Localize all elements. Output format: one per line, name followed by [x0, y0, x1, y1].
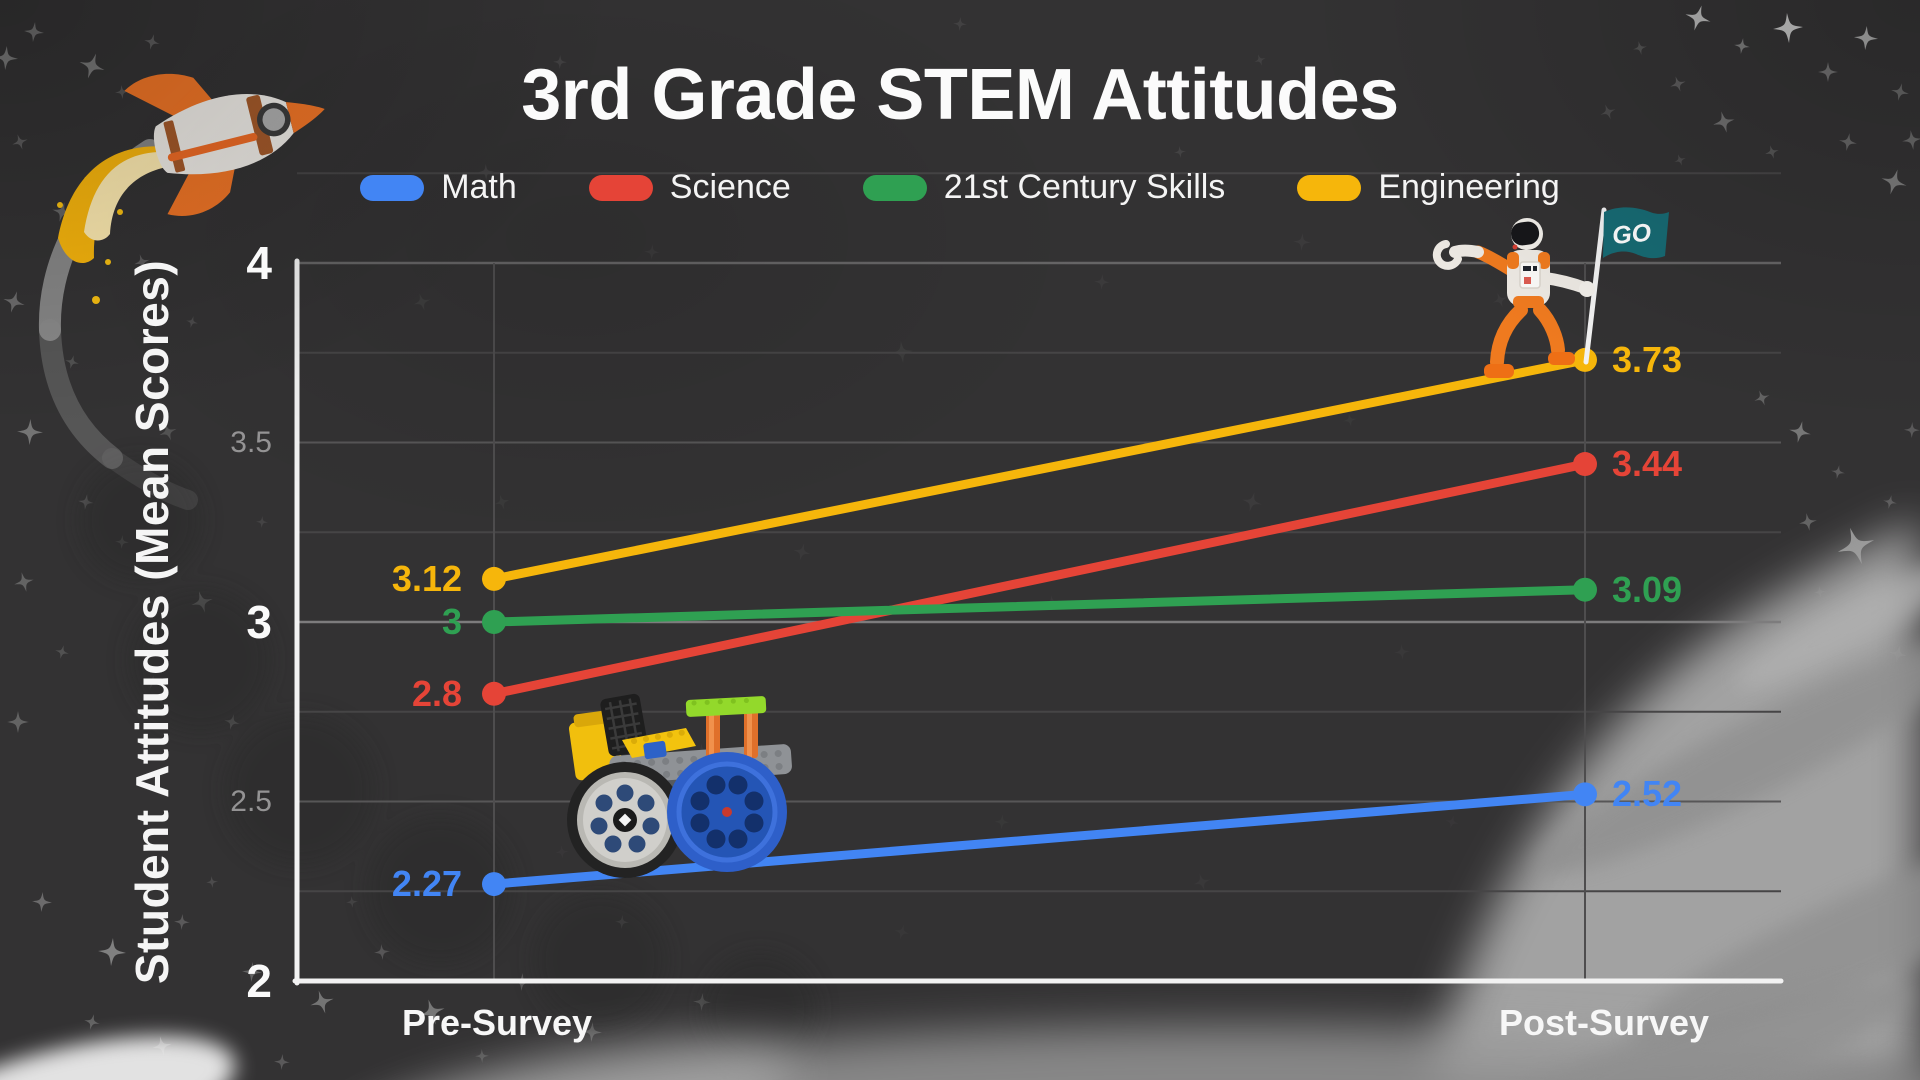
series-line-0: [489, 789, 1590, 889]
x-axis-label: Post-Survey: [1498, 1002, 1710, 1043]
rocket-body: [124, 73, 325, 216]
legend-item-engineering: Engineering: [1297, 168, 1560, 207]
legend: Math Science 21st Century Skills Engineerin…: [0, 168, 1920, 207]
legend-swatch: [588, 174, 653, 201]
y-tick-label: 3.5: [230, 425, 272, 459]
moon-surface: [0, 520, 1920, 1080]
flag-text: GO: [1611, 219, 1653, 250]
value-label: 3.12: [391, 557, 462, 599]
value-label: 3.73: [1612, 338, 1683, 380]
series-lines: [482, 347, 1597, 897]
value-label: 3.09: [1612, 568, 1683, 610]
legend-item-math: Math: [360, 168, 517, 207]
series-line-2: [489, 585, 1590, 627]
flag-icon: [1603, 207, 1669, 259]
axes: [292, 258, 1784, 986]
y-axis-title: Student Attitudes (Mean Scores): [126, 259, 178, 985]
x-axis-label: Pre-Survey: [401, 1002, 593, 1043]
rocket-window: [257, 102, 291, 137]
chart-title: 3rd Grade STEM Attitudes: [521, 55, 1399, 135]
value-label: 3: [441, 601, 462, 642]
legend-item-21st-century-skills: 21st Century Skills: [862, 168, 1226, 207]
y-tick-label: 4: [246, 237, 272, 289]
value-label: 2.52: [1612, 773, 1683, 815]
data-point: [1573, 577, 1597, 602]
astronaut-icon: GO: [1432, 207, 1669, 378]
series-line-1: [489, 459, 1590, 699]
legend-label: Engineering: [1378, 168, 1560, 206]
legend-item-science: Science: [588, 168, 791, 207]
legend-swatch: [1297, 174, 1362, 201]
data-point: [482, 681, 506, 706]
y-tick-label: 2.5: [230, 784, 272, 818]
data-point: [1573, 452, 1597, 477]
flag-pole: [1583, 207, 1607, 365]
value-label: 2.27: [391, 863, 462, 905]
legend-label: Science: [669, 168, 791, 206]
value-label: 3.44: [1612, 443, 1683, 485]
data-point: [482, 872, 506, 897]
series-line-3: [489, 355, 1590, 584]
legend-swatch: [360, 174, 425, 201]
value-label: 2.8: [411, 672, 462, 714]
legend-swatch: [862, 174, 927, 201]
y-tick-label: 2: [246, 955, 272, 1007]
smoke-puffs: [78, 458, 818, 1068]
legend-label: Math: [441, 168, 517, 206]
data-point: [482, 610, 506, 634]
y-tick-label: 3: [246, 596, 272, 648]
data-point: [482, 566, 506, 591]
rocket-icon: [38, 73, 325, 510]
robot-car-icon: [567, 693, 792, 878]
legend-label: 21st Century Skills: [943, 168, 1226, 206]
data-point: [1573, 782, 1597, 807]
